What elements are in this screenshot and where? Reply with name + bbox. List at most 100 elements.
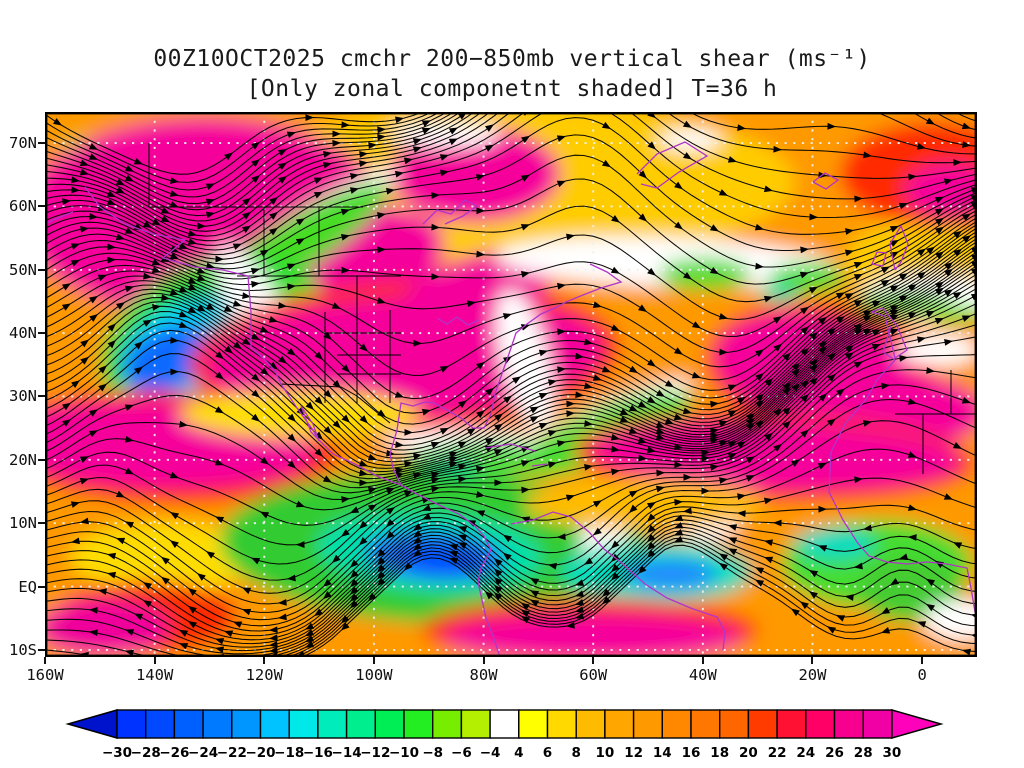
streamline-arrowhead xyxy=(403,157,413,165)
streamline-arrowhead xyxy=(575,579,585,586)
streamline xyxy=(45,112,433,183)
streamline-arrowhead xyxy=(907,451,917,458)
streamline-arrowhead xyxy=(484,437,494,445)
colorbar-segment xyxy=(374,709,405,739)
streamline-arrowhead xyxy=(431,476,440,484)
streamline-arrowhead xyxy=(934,317,944,325)
streamline-arrowhead xyxy=(925,117,935,125)
streamline-arrowhead xyxy=(386,187,395,195)
streamline-arrowhead xyxy=(601,121,611,130)
colorbar-label-28: 28 xyxy=(854,745,873,761)
streamline-arrowhead xyxy=(953,159,962,166)
streamline xyxy=(45,234,977,440)
streamline-arrowhead xyxy=(332,130,341,138)
streamline-arrowhead xyxy=(628,427,638,434)
streamline-arrowhead xyxy=(314,608,323,617)
streamline-arrowhead xyxy=(124,285,134,293)
streamline-arrowhead xyxy=(89,213,98,220)
streamline-arrowhead xyxy=(215,371,224,380)
streamline-arrowhead xyxy=(601,365,611,373)
streamline-arrowhead xyxy=(772,316,782,324)
y-axis-tick-20N xyxy=(38,458,45,461)
streamline-arrowhead xyxy=(736,441,746,449)
colorbar-segment xyxy=(747,709,778,739)
colorbar-segment xyxy=(862,709,893,739)
streamline-arrowhead xyxy=(205,183,215,190)
streamline-arrowhead xyxy=(449,557,459,565)
streamline-arrowhead xyxy=(115,178,125,186)
streamline-arrowhead xyxy=(673,413,683,421)
streamline-arrowhead xyxy=(773,443,782,452)
streamline-arrowhead xyxy=(782,406,791,416)
streamline xyxy=(45,178,977,285)
streamline-arrowhead xyxy=(520,271,530,278)
colorbar-label--24: −24 xyxy=(188,745,218,761)
y-axis-label-60N: 60N xyxy=(9,197,37,216)
streamline-arrowhead xyxy=(944,262,953,270)
streamline-arrowhead xyxy=(556,135,566,142)
streamline xyxy=(45,251,977,463)
streamline-arrowhead xyxy=(107,552,117,560)
streamline-arrowhead xyxy=(107,571,117,579)
streamline xyxy=(45,265,977,476)
streamline-arrowhead xyxy=(269,196,278,205)
streamline-arrowhead xyxy=(530,590,540,598)
streamline xyxy=(45,533,977,657)
streamline-arrowhead xyxy=(782,352,791,361)
streamline-arrowhead xyxy=(908,173,917,181)
streamline-arrowhead xyxy=(313,177,323,184)
y-axis-label-EQ: EQ xyxy=(18,577,37,596)
streamline-arrowhead xyxy=(457,463,467,471)
streamline-arrowhead xyxy=(647,446,656,454)
streamline-arrowhead xyxy=(367,486,377,494)
streamline-arrowhead xyxy=(701,449,710,457)
colorbar-label--26: −26 xyxy=(159,745,189,761)
streamline-arrowhead xyxy=(881,382,890,390)
streamline-arrowhead xyxy=(98,365,107,374)
streamline-arrowhead xyxy=(188,621,198,629)
streamline-arrowhead xyxy=(583,338,593,346)
streamline-arrowhead xyxy=(413,536,422,545)
y-axis-tick-50N xyxy=(38,268,45,271)
streamline-arrowhead xyxy=(251,413,260,422)
streamline-arrowhead xyxy=(493,449,503,456)
coastline xyxy=(870,307,908,360)
streamline-arrowhead xyxy=(125,629,135,636)
y-axis-tick-40N xyxy=(38,332,45,335)
streamline-arrowhead xyxy=(530,599,540,607)
streamline-arrowhead xyxy=(106,198,116,205)
x-axis-tick-40W xyxy=(701,657,704,664)
streamline xyxy=(45,134,977,260)
streamline xyxy=(45,336,977,581)
streamline-arrowhead xyxy=(215,646,225,654)
streamline-arrowhead xyxy=(107,256,116,264)
streamline-arrowhead xyxy=(638,213,647,222)
streamline-arrowhead xyxy=(430,471,440,479)
x-axis-tick-20W xyxy=(811,657,814,664)
streamline-arrowhead xyxy=(575,612,585,620)
streamline-arrowhead xyxy=(313,191,323,199)
streamline-arrowhead xyxy=(179,420,188,428)
coastline xyxy=(422,199,479,225)
streamline-arrowhead xyxy=(259,249,269,257)
streamline-arrowhead xyxy=(242,225,251,233)
streamline-arrowhead xyxy=(682,120,692,128)
streamline-arrowhead xyxy=(412,138,422,145)
streamline-arrowhead xyxy=(115,490,125,498)
streamline-arrowhead xyxy=(350,570,359,579)
streamline-arrowhead xyxy=(773,519,782,527)
streamline-arrowhead xyxy=(944,338,953,346)
streamline-arrowhead xyxy=(953,248,962,257)
streamline-arrowhead xyxy=(322,475,332,483)
x-axis-tick-160W xyxy=(44,657,46,664)
streamline-arrowhead xyxy=(377,557,386,566)
streamline-arrowhead xyxy=(709,267,719,275)
streamline-arrowhead xyxy=(827,122,836,130)
streamline-arrowhead xyxy=(107,243,116,251)
streamline-arrowhead xyxy=(476,250,485,258)
streamline-arrowhead xyxy=(844,249,854,257)
streamline-arrowhead xyxy=(655,427,665,435)
streamline-arrowhead xyxy=(187,277,197,284)
streamline-arrowhead xyxy=(133,223,143,231)
streamline-arrowhead xyxy=(538,392,548,400)
